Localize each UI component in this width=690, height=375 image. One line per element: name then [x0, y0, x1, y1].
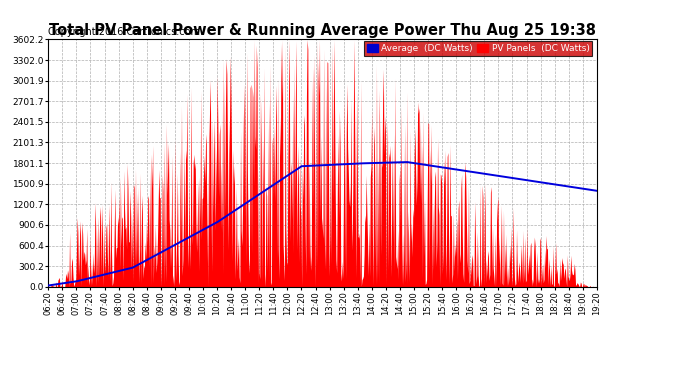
Legend: Average  (DC Watts), PV Panels  (DC Watts): Average (DC Watts), PV Panels (DC Watts)	[364, 41, 592, 56]
Text: Copyright 2016 Cartronics.com: Copyright 2016 Cartronics.com	[48, 27, 200, 37]
Title: Total PV Panel Power & Running Average Power Thu Aug 25 19:38: Total PV Panel Power & Running Average P…	[49, 23, 596, 38]
